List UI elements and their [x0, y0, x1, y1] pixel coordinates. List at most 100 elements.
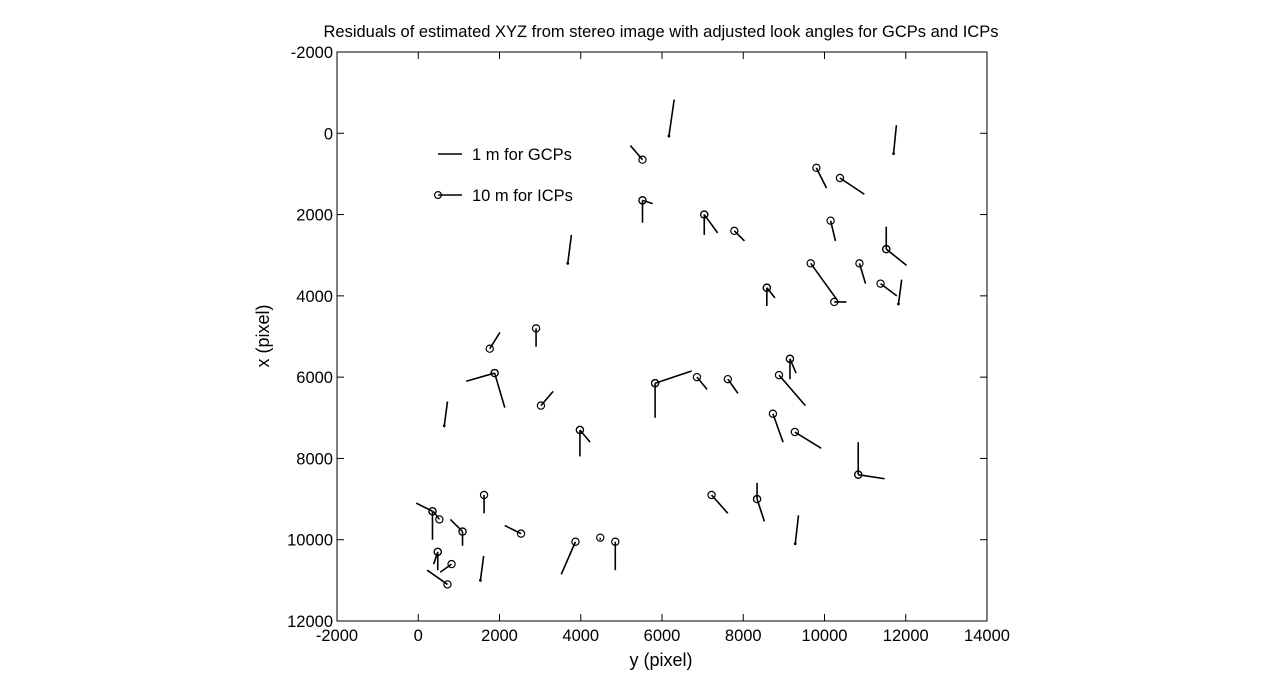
icp-point-marker: [536, 401, 546, 410]
icp-point-marker: [790, 427, 800, 437]
icp-residual-vector: [789, 358, 797, 374]
icp-point-marker: [723, 374, 733, 384]
x-tick-label: 8000: [725, 627, 762, 645]
icp-residual-vector: [772, 413, 784, 443]
icp-point-marker: [611, 537, 620, 546]
icp-point-marker: [806, 259, 815, 268]
x-tick-label: 2000: [481, 627, 518, 645]
icp-point-marker: [485, 344, 494, 353]
plot-frame: [336, 51, 988, 622]
icp-residual-vector: [449, 518, 464, 533]
icp-point-marker: [855, 259, 864, 268]
icp-residual-vector: [465, 372, 495, 382]
y-tick-label: 10000: [287, 532, 333, 550]
icp-point-marker: [516, 529, 526, 538]
gcp-residual-vector: [794, 515, 800, 544]
legend: 1 m for GCPs 10 m for ICPs: [434, 146, 573, 205]
y-tick-label: 2000: [296, 207, 333, 225]
icp-residual-vector: [654, 370, 692, 384]
x-tick-label: 10000: [802, 627, 848, 645]
y-axis-label: x (pixel): [253, 304, 273, 367]
gcp-residual-vector: [897, 279, 903, 305]
x-tick-label: 12000: [883, 627, 929, 645]
x-tick-label: 4000: [562, 627, 599, 645]
icp-point-marker: [458, 527, 467, 536]
gcp-point-marker: [897, 302, 900, 306]
icp-point-marker: [428, 507, 437, 516]
x-axis-label: y (pixel): [629, 650, 692, 670]
y-axis-ticks: -2000 0 2000 4000 6000 8000 10000 12000: [287, 44, 987, 631]
icp-point-marker: [882, 244, 891, 254]
y-tick-label: 12000: [287, 613, 333, 631]
icp-residual-vector: [560, 541, 577, 575]
icp-point-marker: [700, 210, 709, 219]
x-tick-label: 0: [414, 627, 423, 645]
icp-point-marker: [854, 470, 863, 479]
icp-point-marker: [762, 283, 772, 292]
y-tick-label: 8000: [296, 450, 333, 468]
gcp-residual-vector: [566, 234, 573, 264]
x-tick-label: 14000: [964, 627, 1010, 645]
icp-residual-vector: [696, 376, 708, 390]
gcp-point-marker: [479, 578, 482, 582]
icp-point-marker: [812, 163, 821, 173]
gcp-point-marker: [667, 134, 671, 138]
icp-point-marker: [830, 297, 839, 307]
legend-gcp-label: 1 m for GCPs: [472, 146, 572, 164]
icp-residual-vector: [432, 510, 441, 520]
y-tick-label: 4000: [296, 288, 333, 306]
gcp-residual-vector: [668, 99, 675, 137]
icp-point-marker: [876, 279, 885, 288]
icp-point-marker: [447, 559, 456, 569]
icp-residual-vector: [415, 502, 433, 512]
icp-point-marker: [774, 370, 784, 380]
x-tick-label: -2000: [316, 627, 358, 645]
icp-residual-vector: [432, 551, 439, 565]
y-tick-label: 6000: [296, 369, 333, 387]
icp-residual-vector: [439, 563, 453, 573]
icp-residual-vector: [629, 144, 644, 161]
icp-point-marker: [638, 155, 647, 164]
icp-residual-vector: [778, 374, 807, 407]
icp-residual-vector: [810, 262, 838, 301]
icp-residual-vector: [858, 473, 885, 480]
icp-point-marker: [835, 173, 845, 183]
icp-point-marker: [435, 515, 444, 524]
icp-point-marker: [479, 490, 489, 500]
icp-point-marker: [826, 216, 835, 225]
icp-residual-vector: [540, 390, 554, 407]
gcp-residual-vector: [443, 401, 449, 427]
icp-residual-vector: [733, 230, 746, 242]
icp-residual-vector: [642, 199, 653, 205]
icp-point-marker: [575, 425, 585, 435]
gcp-point-marker: [566, 261, 570, 265]
gcp-point-marker: [442, 424, 446, 428]
residual-vectors: [415, 99, 908, 589]
icp-point-marker: [490, 368, 499, 378]
icp-point-marker: [692, 372, 702, 382]
icp-point-marker: [433, 547, 442, 557]
icp-residual-vector: [766, 287, 776, 299]
icp-point-marker: [752, 494, 762, 504]
icp-residual-vector: [839, 177, 865, 195]
icp-point-marker: [768, 409, 778, 418]
icp-residual-vector: [794, 431, 822, 449]
icp-point-marker: [571, 537, 580, 546]
icp-residual-vector: [493, 372, 506, 408]
icp-point-marker: [638, 196, 647, 205]
gcp-point-marker: [793, 542, 797, 546]
icp-residual-vector: [885, 248, 908, 266]
legend-icp-label: 10 m for ICPs: [472, 187, 573, 205]
icp-point-marker: [707, 490, 716, 500]
icp-residual-vector: [579, 429, 591, 443]
y-tick-label: -2000: [291, 44, 333, 62]
icp-point-marker: [531, 324, 541, 333]
gcp-residual-vector: [892, 125, 898, 154]
icp-point-marker: [730, 226, 739, 236]
gcp-residual-vector: [479, 555, 485, 581]
icp-point-marker: [443, 580, 452, 589]
icp-residual-vector: [504, 524, 522, 535]
y-tick-label: 0: [324, 125, 333, 143]
chart-title: Residuals of estimated XYZ from stereo i…: [324, 23, 999, 41]
